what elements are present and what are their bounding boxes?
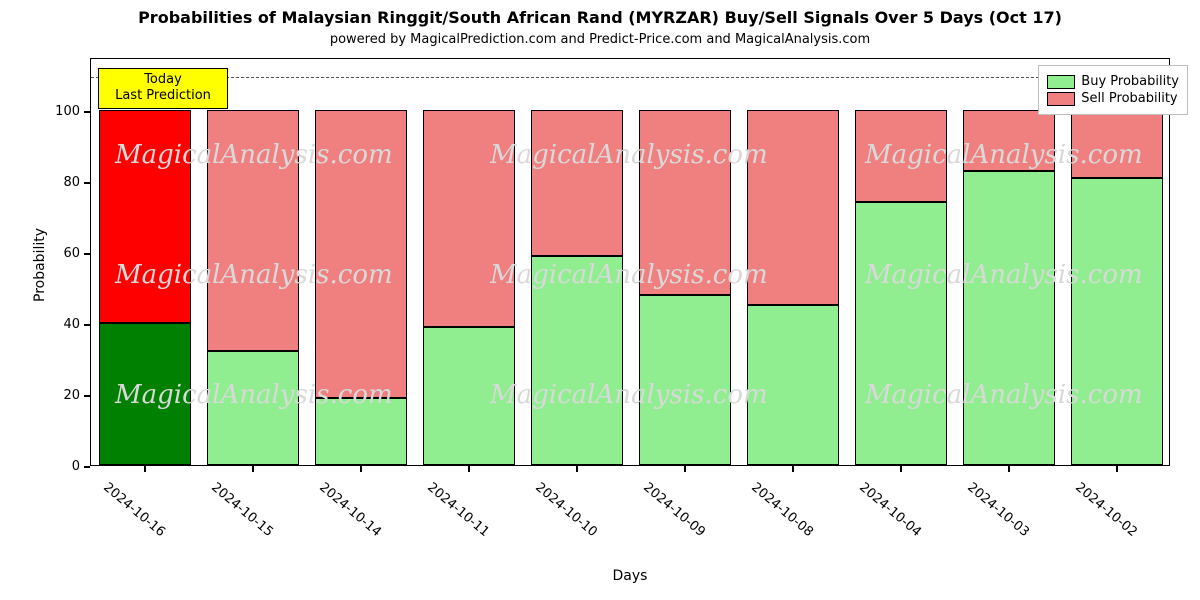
bar-group bbox=[747, 57, 840, 465]
y-tick bbox=[84, 466, 90, 468]
bar-sell bbox=[855, 110, 948, 202]
bar-group bbox=[855, 57, 948, 465]
bar-sell bbox=[963, 110, 1056, 170]
y-tick-label: 20 bbox=[40, 388, 80, 403]
bar-buy bbox=[747, 305, 840, 465]
today-callout: TodayLast Prediction bbox=[98, 68, 228, 109]
bar-sell bbox=[423, 110, 516, 326]
x-tick-label: 2024-10-08 bbox=[748, 480, 816, 540]
x-tick-label: 2024-10-14 bbox=[316, 480, 384, 540]
bar-group bbox=[963, 57, 1056, 465]
plot-area bbox=[90, 58, 1170, 466]
x-tick-label: 2024-10-11 bbox=[424, 480, 492, 540]
x-tick-label: 2024-10-09 bbox=[640, 480, 708, 540]
x-tick bbox=[576, 466, 578, 472]
bar-sell bbox=[1071, 110, 1164, 177]
y-tick-label: 80 bbox=[40, 175, 80, 190]
y-tick bbox=[84, 324, 90, 326]
x-axis-label: Days bbox=[90, 568, 1170, 584]
x-tick bbox=[792, 466, 794, 472]
bar-buy bbox=[207, 351, 300, 465]
x-tick bbox=[360, 466, 362, 472]
bar-buy bbox=[531, 256, 624, 465]
bar-sell bbox=[99, 110, 192, 323]
y-tick bbox=[84, 253, 90, 255]
legend-item: Buy Probability bbox=[1047, 74, 1179, 89]
bar-group bbox=[99, 57, 192, 465]
bar-buy bbox=[639, 295, 732, 465]
legend-label: Sell Probability bbox=[1081, 91, 1177, 106]
bar-sell bbox=[531, 110, 624, 255]
bar-buy bbox=[99, 323, 192, 465]
bar-sell bbox=[639, 110, 732, 294]
bar-sell bbox=[747, 110, 840, 305]
bar-group bbox=[531, 57, 624, 465]
bar-buy bbox=[855, 202, 948, 465]
bar-group bbox=[1071, 57, 1164, 465]
bar-buy bbox=[315, 398, 408, 465]
x-tick-label: 2024-10-03 bbox=[964, 480, 1032, 540]
x-tick-label: 2024-10-10 bbox=[532, 480, 600, 540]
x-tick-label: 2024-10-04 bbox=[856, 480, 924, 540]
chart-title: Probabilities of Malaysian Ringgit/South… bbox=[0, 8, 1200, 27]
x-tick-label: 2024-10-16 bbox=[100, 480, 168, 540]
x-tick-label: 2024-10-02 bbox=[1072, 480, 1140, 540]
y-tick bbox=[84, 182, 90, 184]
legend-swatch bbox=[1047, 92, 1075, 106]
legend: Buy Probability Sell Probability bbox=[1038, 65, 1188, 115]
y-tick-label: 60 bbox=[40, 246, 80, 261]
x-tick bbox=[144, 466, 146, 472]
x-tick bbox=[1116, 466, 1118, 472]
x-tick bbox=[900, 466, 902, 472]
callout-line: Last Prediction bbox=[105, 88, 221, 104]
y-tick bbox=[84, 111, 90, 113]
bar-sell bbox=[207, 110, 300, 351]
callout-line: Today bbox=[105, 72, 221, 88]
y-tick-label: 0 bbox=[40, 459, 80, 474]
bar-sell bbox=[315, 110, 408, 397]
y-tick-label: 100 bbox=[40, 104, 80, 119]
y-axis-label: Probability bbox=[32, 228, 48, 302]
x-tick bbox=[252, 466, 254, 472]
legend-label: Buy Probability bbox=[1081, 74, 1179, 89]
legend-swatch bbox=[1047, 75, 1075, 89]
x-tick-label: 2024-10-15 bbox=[208, 480, 276, 540]
x-tick bbox=[684, 466, 686, 472]
x-tick bbox=[468, 466, 470, 472]
y-tick-label: 40 bbox=[40, 317, 80, 332]
bar-buy bbox=[1071, 178, 1164, 465]
bar-buy bbox=[963, 171, 1056, 465]
x-tick bbox=[1008, 466, 1010, 472]
chart-subtitle: powered by MagicalPrediction.com and Pre… bbox=[0, 32, 1200, 47]
bar-group bbox=[423, 57, 516, 465]
bar-buy bbox=[423, 327, 516, 465]
bar-group bbox=[207, 57, 300, 465]
y-tick bbox=[84, 395, 90, 397]
bar-group bbox=[315, 57, 408, 465]
bar-group bbox=[639, 57, 732, 465]
legend-item: Sell Probability bbox=[1047, 91, 1179, 106]
